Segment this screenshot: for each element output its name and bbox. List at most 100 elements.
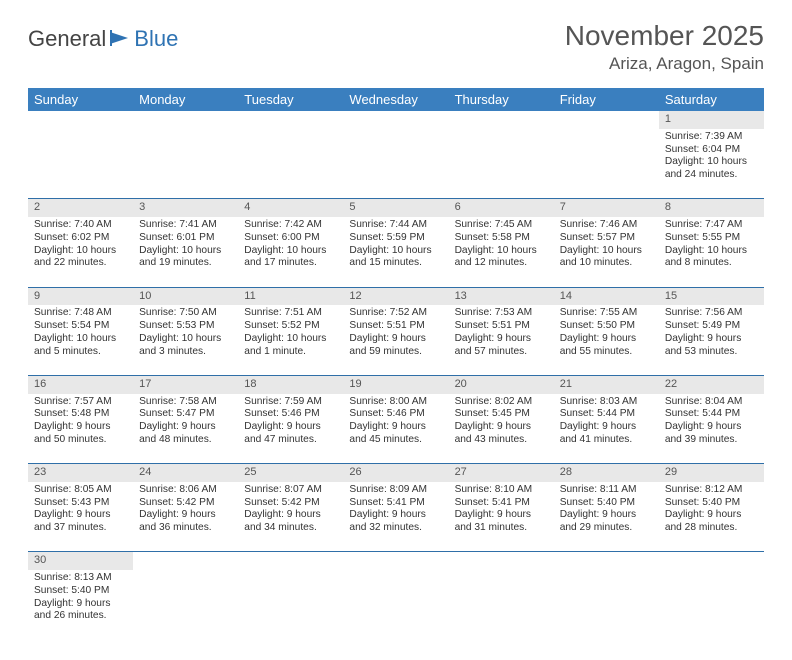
daylight-text: Daylight: 10 hours and 22 minutes.: [34, 245, 127, 271]
daylight-text: Daylight: 9 hours and 36 minutes.: [139, 509, 232, 535]
sunset-text: Sunset: 5:47 PM: [139, 408, 232, 421]
weekday-header: Wednesday: [343, 88, 448, 111]
day-cell: Sunrise: 7:57 AMSunset: 5:48 PMDaylight:…: [28, 394, 133, 464]
day-cell: [659, 570, 764, 640]
daylight-text: Daylight: 10 hours and 12 minutes.: [455, 245, 548, 271]
day-number-cell: [554, 111, 659, 129]
daylight-text: Daylight: 9 hours and 57 minutes.: [455, 333, 548, 359]
day-cell: Sunrise: 8:07 AMSunset: 5:42 PMDaylight:…: [238, 482, 343, 552]
daylight-text: Daylight: 10 hours and 17 minutes.: [244, 245, 337, 271]
sunrise-text: Sunrise: 7:55 AM: [560, 307, 653, 320]
daylight-text: Daylight: 9 hours and 29 minutes.: [560, 509, 653, 535]
day-cell: Sunrise: 7:40 AMSunset: 6:02 PMDaylight:…: [28, 217, 133, 287]
sunrise-text: Sunrise: 8:00 AM: [349, 396, 442, 409]
weekday-header: Monday: [133, 88, 238, 111]
day-cell: [554, 570, 659, 640]
day-number-cell: 7: [554, 199, 659, 217]
sunset-text: Sunset: 5:55 PM: [665, 232, 758, 245]
day-number-cell: 12: [343, 287, 448, 305]
day-cell: Sunrise: 8:04 AMSunset: 5:44 PMDaylight:…: [659, 394, 764, 464]
day-number-cell: 17: [133, 375, 238, 393]
logo-text-1: General: [28, 26, 106, 52]
day-number-cell: 24: [133, 464, 238, 482]
sunset-text: Sunset: 5:59 PM: [349, 232, 442, 245]
sunrise-text: Sunrise: 7:52 AM: [349, 307, 442, 320]
day-cell: Sunrise: 7:53 AMSunset: 5:51 PMDaylight:…: [449, 305, 554, 375]
day-cell: Sunrise: 8:00 AMSunset: 5:46 PMDaylight:…: [343, 394, 448, 464]
day-number-cell: [28, 111, 133, 129]
day-number-cell: 30: [28, 552, 133, 570]
day-cell: Sunrise: 7:46 AMSunset: 5:57 PMDaylight:…: [554, 217, 659, 287]
day-cell: [449, 570, 554, 640]
day-content-row: Sunrise: 7:57 AMSunset: 5:48 PMDaylight:…: [28, 394, 764, 464]
location: Ariza, Aragon, Spain: [565, 54, 764, 74]
sunrise-text: Sunrise: 8:03 AM: [560, 396, 653, 409]
day-cell: Sunrise: 7:45 AMSunset: 5:58 PMDaylight:…: [449, 217, 554, 287]
weekday-header: Tuesday: [238, 88, 343, 111]
daylight-text: Daylight: 9 hours and 26 minutes.: [34, 598, 127, 624]
sunset-text: Sunset: 5:51 PM: [455, 320, 548, 333]
sunset-text: Sunset: 6:04 PM: [665, 144, 758, 157]
sunset-text: Sunset: 5:50 PM: [560, 320, 653, 333]
daylight-text: Daylight: 9 hours and 48 minutes.: [139, 421, 232, 447]
sunrise-text: Sunrise: 7:40 AM: [34, 219, 127, 232]
sunrise-text: Sunrise: 8:05 AM: [34, 484, 127, 497]
sunrise-text: Sunrise: 8:11 AM: [560, 484, 653, 497]
day-number-cell: 16: [28, 375, 133, 393]
sunrise-text: Sunrise: 8:10 AM: [455, 484, 548, 497]
day-cell: Sunrise: 7:42 AMSunset: 6:00 PMDaylight:…: [238, 217, 343, 287]
day-number-row: 2345678: [28, 199, 764, 217]
sunrise-text: Sunrise: 7:50 AM: [139, 307, 232, 320]
day-content-row: Sunrise: 7:48 AMSunset: 5:54 PMDaylight:…: [28, 305, 764, 375]
sunrise-text: Sunrise: 7:45 AM: [455, 219, 548, 232]
day-cell: [133, 570, 238, 640]
day-number-cell: [133, 111, 238, 129]
daylight-text: Daylight: 10 hours and 1 minute.: [244, 333, 337, 359]
weekday-header: Saturday: [659, 88, 764, 111]
daylight-text: Daylight: 10 hours and 19 minutes.: [139, 245, 232, 271]
daylight-text: Daylight: 9 hours and 53 minutes.: [665, 333, 758, 359]
month-title: November 2025: [565, 20, 764, 52]
day-cell: [343, 570, 448, 640]
logo: General Blue: [28, 26, 178, 52]
day-number-cell: [659, 552, 764, 570]
sunset-text: Sunset: 5:42 PM: [139, 497, 232, 510]
daylight-text: Daylight: 9 hours and 28 minutes.: [665, 509, 758, 535]
day-number-cell: 5: [343, 199, 448, 217]
daylight-text: Daylight: 9 hours and 50 minutes.: [34, 421, 127, 447]
day-number-cell: 25: [238, 464, 343, 482]
sunrise-text: Sunrise: 7:58 AM: [139, 396, 232, 409]
day-cell: Sunrise: 8:09 AMSunset: 5:41 PMDaylight:…: [343, 482, 448, 552]
sunrise-text: Sunrise: 7:39 AM: [665, 131, 758, 144]
day-number-cell: [449, 111, 554, 129]
sunrise-text: Sunrise: 8:06 AM: [139, 484, 232, 497]
day-cell: [133, 129, 238, 199]
daylight-text: Daylight: 9 hours and 31 minutes.: [455, 509, 548, 535]
sunrise-text: Sunrise: 7:59 AM: [244, 396, 337, 409]
day-cell: Sunrise: 7:48 AMSunset: 5:54 PMDaylight:…: [28, 305, 133, 375]
sunrise-text: Sunrise: 7:42 AM: [244, 219, 337, 232]
sunset-text: Sunset: 5:41 PM: [349, 497, 442, 510]
day-number-cell: 21: [554, 375, 659, 393]
day-number-cell: [133, 552, 238, 570]
day-cell: Sunrise: 8:13 AMSunset: 5:40 PMDaylight:…: [28, 570, 133, 640]
day-cell: Sunrise: 7:44 AMSunset: 5:59 PMDaylight:…: [343, 217, 448, 287]
day-cell: [238, 570, 343, 640]
day-number-cell: 27: [449, 464, 554, 482]
day-number-cell: 8: [659, 199, 764, 217]
daylight-text: Daylight: 10 hours and 24 minutes.: [665, 156, 758, 182]
sunrise-text: Sunrise: 7:51 AM: [244, 307, 337, 320]
day-cell: [28, 129, 133, 199]
day-number-cell: 28: [554, 464, 659, 482]
daylight-text: Daylight: 9 hours and 55 minutes.: [560, 333, 653, 359]
day-number-cell: 20: [449, 375, 554, 393]
day-number-cell: 11: [238, 287, 343, 305]
day-content-row: Sunrise: 8:05 AMSunset: 5:43 PMDaylight:…: [28, 482, 764, 552]
day-cell: Sunrise: 7:59 AMSunset: 5:46 PMDaylight:…: [238, 394, 343, 464]
calendar-table: Sunday Monday Tuesday Wednesday Thursday…: [28, 88, 764, 640]
sunset-text: Sunset: 5:58 PM: [455, 232, 548, 245]
sunrise-text: Sunrise: 8:02 AM: [455, 396, 548, 409]
sunset-text: Sunset: 5:44 PM: [665, 408, 758, 421]
day-cell: Sunrise: 7:55 AMSunset: 5:50 PMDaylight:…: [554, 305, 659, 375]
day-cell: [343, 129, 448, 199]
